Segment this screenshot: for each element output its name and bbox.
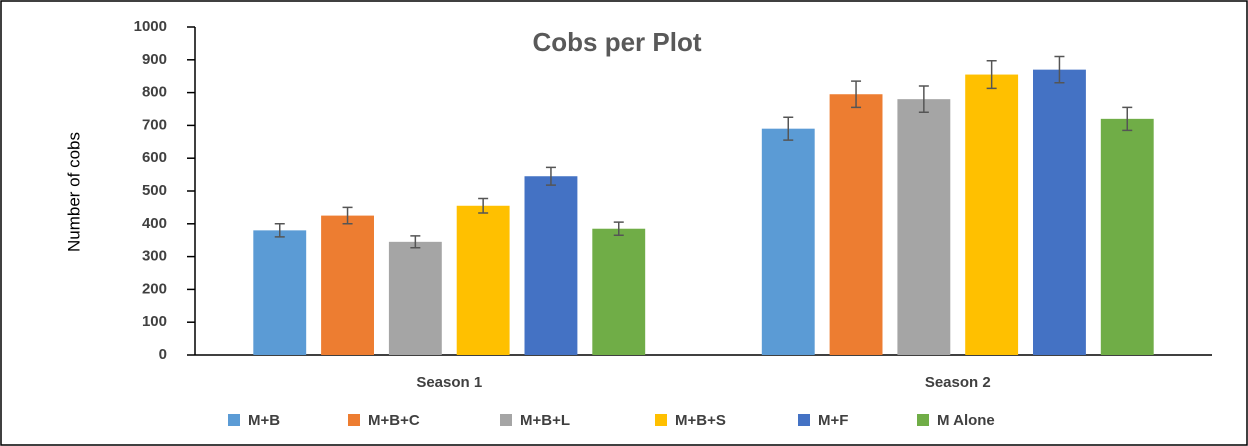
bar [388,241,442,355]
error-bar [342,206,353,225]
y-tick-label: 1000 [134,18,167,35]
y-tick-label: 600 [142,149,167,166]
error-bar [1054,55,1065,84]
legend-label: M+F [818,412,848,429]
y-tick-label: 500 [142,182,167,199]
legend-swatch [228,414,240,426]
legend-label: M+B+C [368,412,420,429]
bar [1033,69,1086,355]
bar [761,128,815,355]
legend-swatch [798,414,810,426]
y-tick-label: 200 [142,280,167,297]
bar [253,230,307,355]
y-tick-label: 300 [142,248,167,265]
x-tick-label: Season 2 [925,374,991,391]
legend-label: M+B+S [675,412,726,429]
legend-swatch [348,414,360,426]
error-bar [1122,106,1133,132]
bar [524,176,578,355]
error-bar [851,80,862,109]
chart-title: Cobs per Plot [532,27,701,57]
error-bar [478,197,489,214]
bar [1100,118,1154,355]
bar [829,94,883,356]
bar [897,99,951,355]
error-bar [918,85,929,114]
legend-label: M+B [248,412,280,429]
error-bar [783,116,794,141]
error-bar [274,223,285,238]
bar [321,215,374,355]
y-tick-label: 400 [142,215,167,232]
legend-swatch [500,414,512,426]
y-tick-label: 0 [159,346,167,363]
bar [592,228,646,355]
x-tick-label: Season 1 [416,374,482,391]
y-tick-label: 700 [142,116,167,133]
error-bar [410,235,421,249]
error-bar [545,166,556,186]
error-bar [613,221,624,237]
y-tick-label: 900 [142,51,167,68]
y-tick-label: 800 [142,84,167,101]
bar [965,74,1019,355]
y-tick-label: 100 [142,313,167,330]
legend-swatch [917,414,929,426]
legend-label: M Alone [937,412,995,429]
legend-swatch [655,414,667,426]
y-axis-label: Number of cobs [64,132,83,252]
legend-label: M+B+L [520,412,570,429]
bar [456,205,510,355]
error-bar [986,60,997,90]
